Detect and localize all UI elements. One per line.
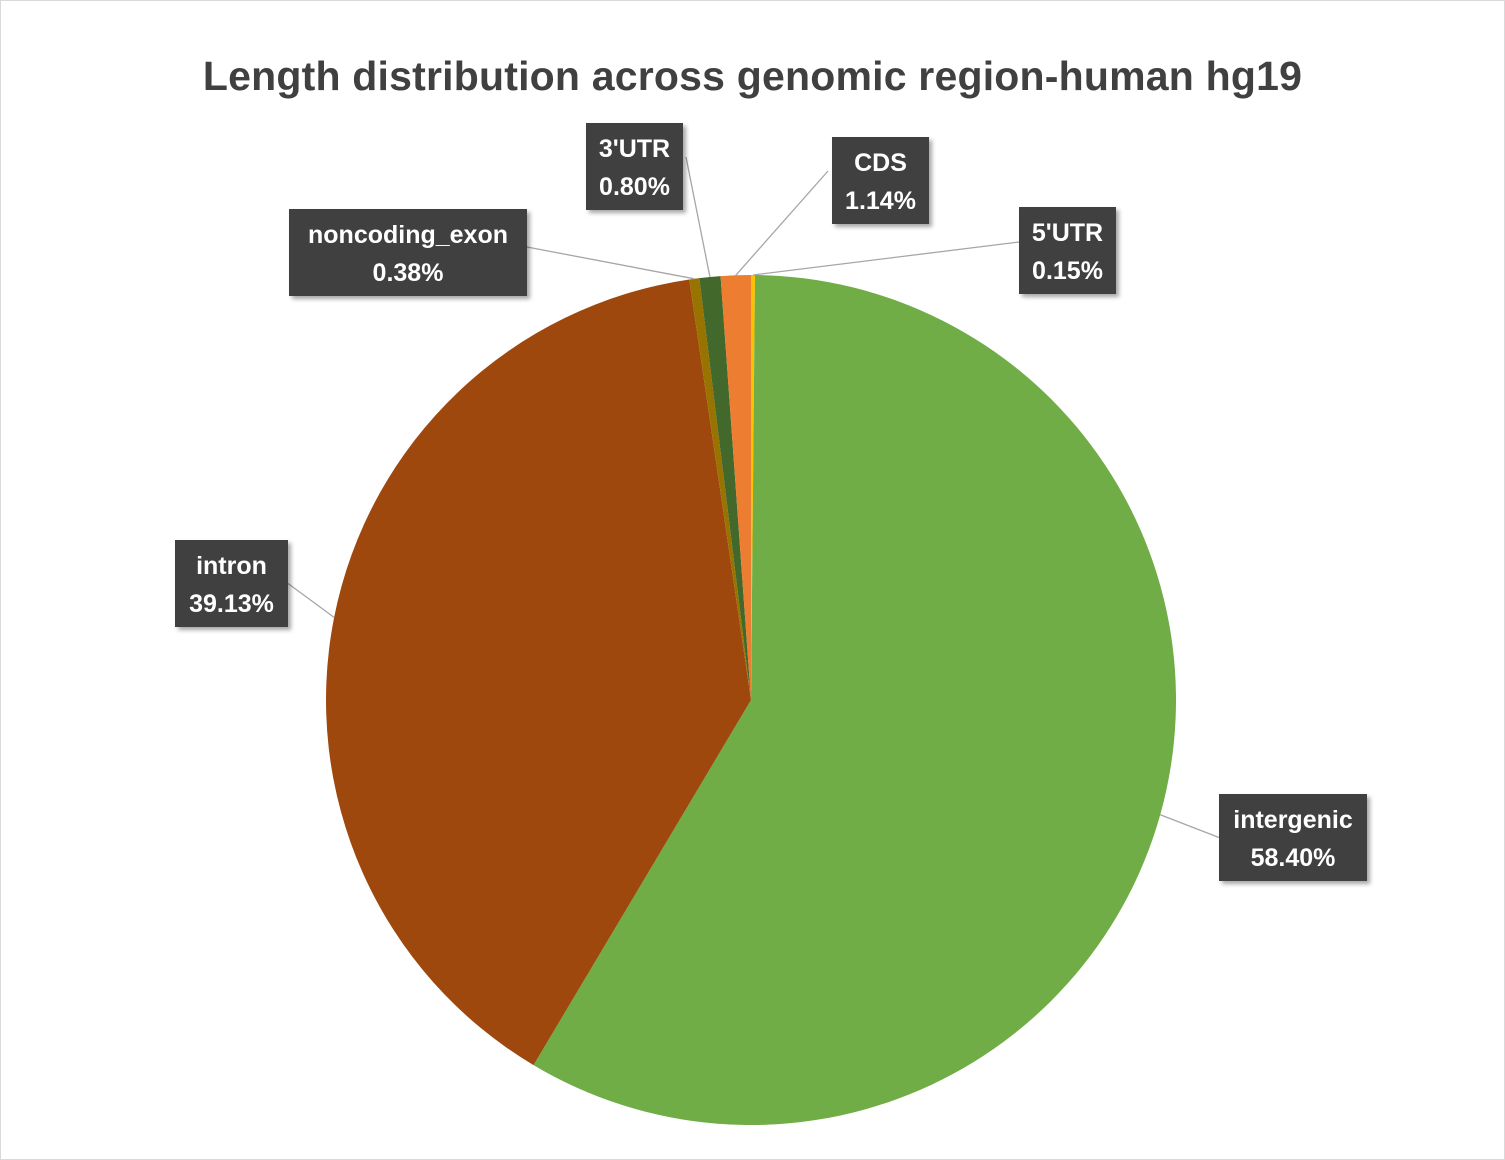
data-label-category: 3'UTR [599, 135, 670, 163]
pie-slice-cds [720, 275, 751, 700]
leader-line-intron [287, 582, 335, 618]
data-label-value: 0.80% [599, 173, 670, 201]
pie-slice-3-utr [699, 276, 751, 700]
data-label-category: intergenic [1233, 806, 1353, 834]
pie-slices [326, 275, 1177, 1126]
pie-slice-intergenic [533, 275, 1177, 1126]
leader-line-noncoding-exon [526, 246, 695, 280]
data-label-value: 1.14% [845, 187, 916, 215]
data-label-box [1019, 207, 1116, 294]
data-label-box [832, 137, 929, 224]
data-label-intergenic: intergenic 58.40% [1219, 794, 1367, 881]
leader-line-cds [735, 170, 829, 276]
data-label-box [586, 123, 683, 210]
data-label-category: noncoding_exon [308, 221, 508, 249]
leader-line-5-utr [752, 241, 1020, 276]
data-label-box [1219, 794, 1367, 881]
leader-line-3-utr [685, 156, 711, 278]
data-label-category: intron [196, 552, 267, 580]
data-label-3-utr: 3'UTR 0.80% [586, 123, 683, 210]
leader-lines [287, 156, 1220, 839]
data-label-box [175, 540, 288, 627]
data-label-intron: intron 39.13% [175, 540, 288, 627]
data-label-box [289, 209, 527, 296]
data-label-value: 39.13% [189, 590, 274, 618]
pie-slice-noncoding-exon [689, 278, 751, 700]
data-label-category: CDS [854, 149, 907, 177]
data-label-value: 0.38% [373, 259, 444, 287]
pie-slice-intron [326, 279, 751, 1066]
data-label-cds: CDS 1.14% [832, 137, 929, 224]
chart-title: Length distribution across genomic regio… [202, 53, 1303, 99]
data-label-value: 58.40% [1251, 844, 1336, 872]
leader-line-intergenic [1159, 814, 1220, 839]
data-label-category: 5'UTR [1032, 219, 1103, 247]
data-labels: 5'UTR 0.15% intergenic 58.40% intron 39.13% no… [175, 123, 1367, 881]
data-label-5-utr: 5'UTR 0.15% [1019, 207, 1116, 294]
data-label-noncoding-exon: noncoding_exon 0.38% [289, 209, 527, 296]
pie-slice-5-utr [751, 275, 756, 700]
data-label-value: 0.15% [1032, 257, 1103, 285]
